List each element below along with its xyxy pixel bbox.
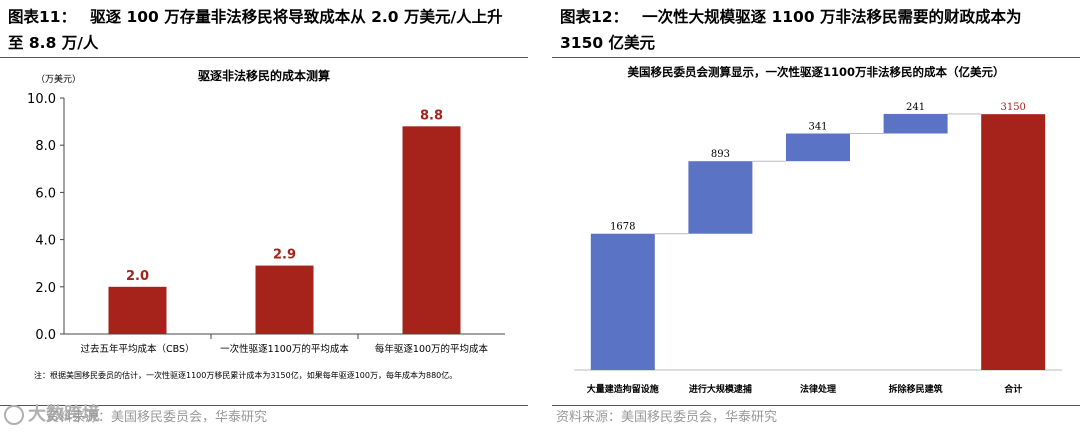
data-label: 8.8 (420, 108, 443, 123)
data-label: 241 (906, 102, 925, 113)
y-tick-label: 10.0 (27, 92, 56, 107)
figure-title-left: 图表11： 驱逐 100 万存量非法移民将导致成本从 2.0 万美元/人上升至 8… (8, 4, 518, 56)
x-tick-label: 大量建造拘留设施 (587, 383, 659, 395)
data-label: 1678 (610, 222, 635, 233)
waterfall-bar (883, 113, 948, 134)
waterfall-bar (786, 133, 850, 162)
figure-label-left: 图表11： (8, 8, 77, 26)
y-tick-label: 4.0 (35, 234, 56, 249)
source-text-left: 资料来源：美国移民委员会，华泰研究 (46, 410, 268, 425)
x-tick-label: 进行大规模逮捕 (689, 383, 752, 395)
figure-title-text-left: 驱逐 100 万存量非法移民将导致成本从 2.0 万美元/人上升至 8.8 万/… (8, 8, 503, 52)
watermark: 大数跨境 (4, 400, 100, 426)
data-label: 341 (808, 122, 827, 133)
data-label: 2.0 (126, 269, 149, 284)
data-label: 893 (711, 149, 730, 160)
data-label: 2.9 (273, 248, 296, 263)
bar-chart-left: 驱逐非法移民的成本测算 （万美元） 0.0 2.0 4.0 6.0 8.0 10.0 2.0 过去… (27, 68, 505, 355)
y-tick-label: 8.0 (35, 139, 56, 154)
x-tick-label: 合计 (1004, 383, 1022, 395)
y-tick-label: 0.0 (35, 328, 56, 343)
figure-title-text-right: 一次性大规模驱逐 1100 万非法移民需要的财政成本为 3150 亿美元 (560, 8, 1022, 52)
bar (402, 126, 461, 334)
y-axis-unit-label: （万美元） (36, 73, 81, 85)
watermark-text: 大数跨境 (28, 404, 100, 425)
waterfall-bar (590, 233, 655, 370)
chart-note: 注：根据美国移民委员的估计，一次性驱逐1100万移民累计成本为3150亿，如果每… (34, 371, 458, 380)
watermark-logo-icon (4, 405, 24, 425)
title-divider-right (552, 57, 1080, 58)
source-text-right: 资料来源：美国移民委员会，华泰研究 (556, 410, 778, 425)
x-tick-label: 一次性驱逐1100万的平均成本 (220, 343, 349, 355)
bar (108, 286, 167, 334)
x-tick-label: 拆除移民建筑 (889, 383, 943, 395)
waterfall-bar (688, 161, 753, 234)
y-tick-label: 2.0 (35, 281, 56, 296)
figure-title-right: 图表12： 一次性大规模驱逐 1100 万非法移民需要的财政成本为 3150 亿美… (560, 4, 1070, 56)
chart-title: 驱逐非法移民的成本测算 (198, 68, 330, 83)
waterfall-chart-right: 美国移民委员会测算显示，一次性驱逐1100万非法移民的成本（亿美元） 1678 大量… (574, 65, 1062, 395)
figure-label-right: 图表12： (560, 8, 629, 26)
source-divider-left (0, 405, 528, 406)
total-bar (981, 114, 1046, 370)
chart-title: 美国移民委员会测算显示，一次性驱逐1100万非法移民的成本（亿美元） (627, 65, 1004, 79)
bar (255, 265, 314, 334)
x-tick-label: 每年驱逐100万的平均成本 (375, 343, 489, 355)
y-tick-label: 6.0 (35, 186, 56, 201)
x-tick-label: 法律处理 (800, 383, 836, 395)
left-panel: 图表11： 驱逐 100 万存量非法移民将导致成本从 2.0 万美元/人上升至 8… (0, 0, 528, 432)
right-panel: 图表12： 一次性大规模驱逐 1100 万非法移民需要的财政成本为 3150 亿美… (552, 0, 1080, 432)
data-label: 3150 (1000, 102, 1025, 113)
title-divider-left (0, 57, 528, 58)
x-tick-label: 过去五年平均成本（CBS） (80, 343, 194, 355)
source-divider-right (552, 405, 1080, 406)
